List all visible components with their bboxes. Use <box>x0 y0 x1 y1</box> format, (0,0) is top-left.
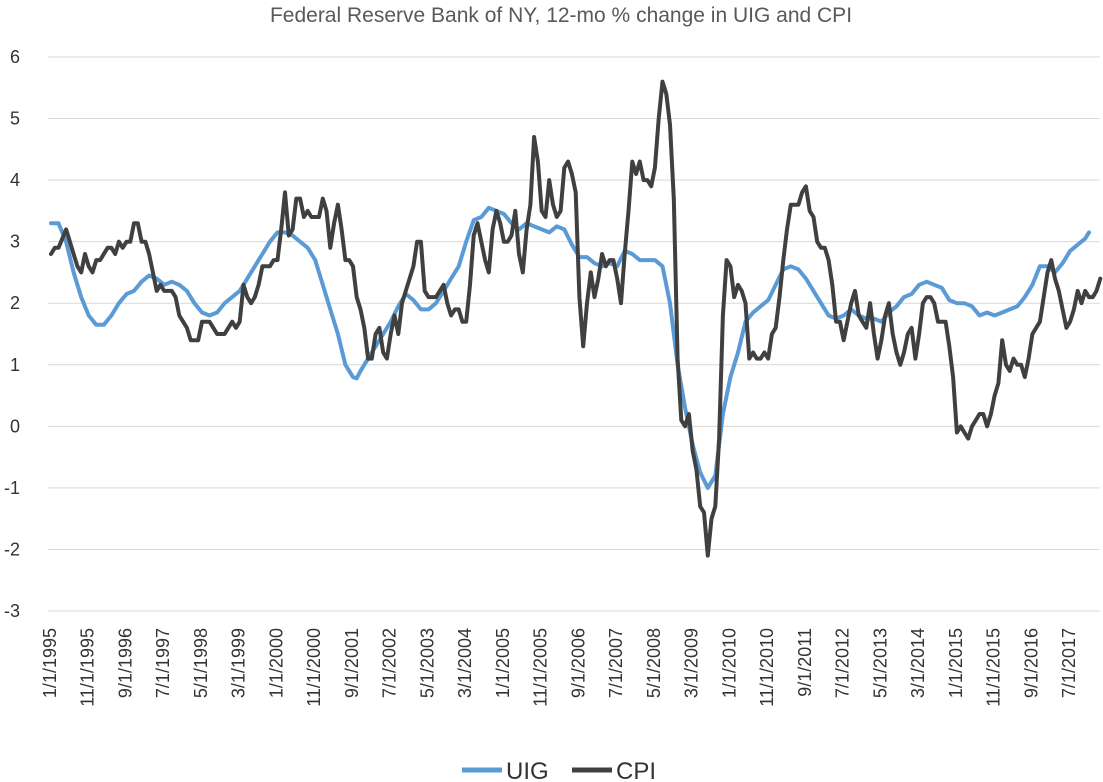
x-tick-label: 11/1/2010 <box>757 628 777 707</box>
x-tick-label: 1/1/1995 <box>40 628 60 698</box>
y-tick-label: 3 <box>10 232 20 252</box>
y-tick-label: 6 <box>10 47 20 67</box>
y-tick-label: -3 <box>4 601 20 621</box>
x-tick-label: 7/1/1997 <box>153 628 173 698</box>
x-tick-label: 9/1/2001 <box>342 628 362 698</box>
series-lines <box>49 79 1103 558</box>
x-tick-label: 7/1/2012 <box>833 628 853 698</box>
chart-title: Federal Reserve Bank of NY, 12-mo % chan… <box>270 4 852 27</box>
y-tick-label: 2 <box>10 293 20 313</box>
y-tick-label: 1 <box>10 355 20 375</box>
x-tick-label: 3/1/2014 <box>908 628 928 698</box>
x-tick-label: 9/1/2006 <box>568 628 588 698</box>
y-tick-label: 5 <box>10 109 20 129</box>
x-tick-label: 5/1/2008 <box>644 628 664 698</box>
x-tick-label: 5/1/1998 <box>191 628 211 698</box>
y-tick-label: -2 <box>4 539 20 559</box>
x-tick-label: 1/1/2010 <box>719 628 739 698</box>
gridlines <box>48 56 1100 612</box>
x-tick-label: 11/1/2005 <box>531 628 551 707</box>
x-tick-label: 1/1/2005 <box>493 628 513 698</box>
x-tick-label: 9/1/1996 <box>115 628 135 698</box>
x-tick-label: 7/1/2017 <box>1059 628 1079 698</box>
x-tick-label: 3/1/2009 <box>682 628 702 698</box>
x-tick-label: 3/1/2004 <box>455 628 475 698</box>
x-tick-label: 7/1/2002 <box>380 628 400 698</box>
legend-label-cpi: CPI <box>616 758 656 782</box>
x-tick-label: 11/1/1995 <box>78 628 98 707</box>
y-tick-label: 4 <box>10 170 20 190</box>
legend: UIG CPI <box>462 758 656 782</box>
x-tick-label: 7/1/2007 <box>606 628 626 698</box>
y-tick-label: 0 <box>10 416 20 436</box>
series-line-uig <box>49 205 1091 490</box>
x-tick-label: 9/1/2011 <box>795 628 815 697</box>
x-tick-label: 11/1/2000 <box>304 628 324 707</box>
series-line-cpi <box>49 79 1103 558</box>
x-axis-tick-labels: 1/1/1995 11/1/1995 9/1/1996 7/1/1997 5/1/199… <box>40 628 1079 707</box>
x-tick-label: 5/1/2013 <box>870 628 890 698</box>
y-axis-tick-labels: -3 -2 -1 0 1 2 3 4 5 6 <box>4 47 20 621</box>
legend-label-uig: UIG <box>506 758 549 782</box>
x-tick-label: 1/1/2000 <box>266 628 286 698</box>
y-tick-label: -1 <box>4 478 20 498</box>
x-tick-label: 1/1/2015 <box>946 628 966 698</box>
x-tick-label: 9/1/2016 <box>1021 628 1041 698</box>
x-tick-label: 3/1/1999 <box>229 628 249 698</box>
x-tick-label: 5/1/2003 <box>417 628 437 698</box>
x-tick-label: 11/1/2015 <box>984 628 1004 707</box>
